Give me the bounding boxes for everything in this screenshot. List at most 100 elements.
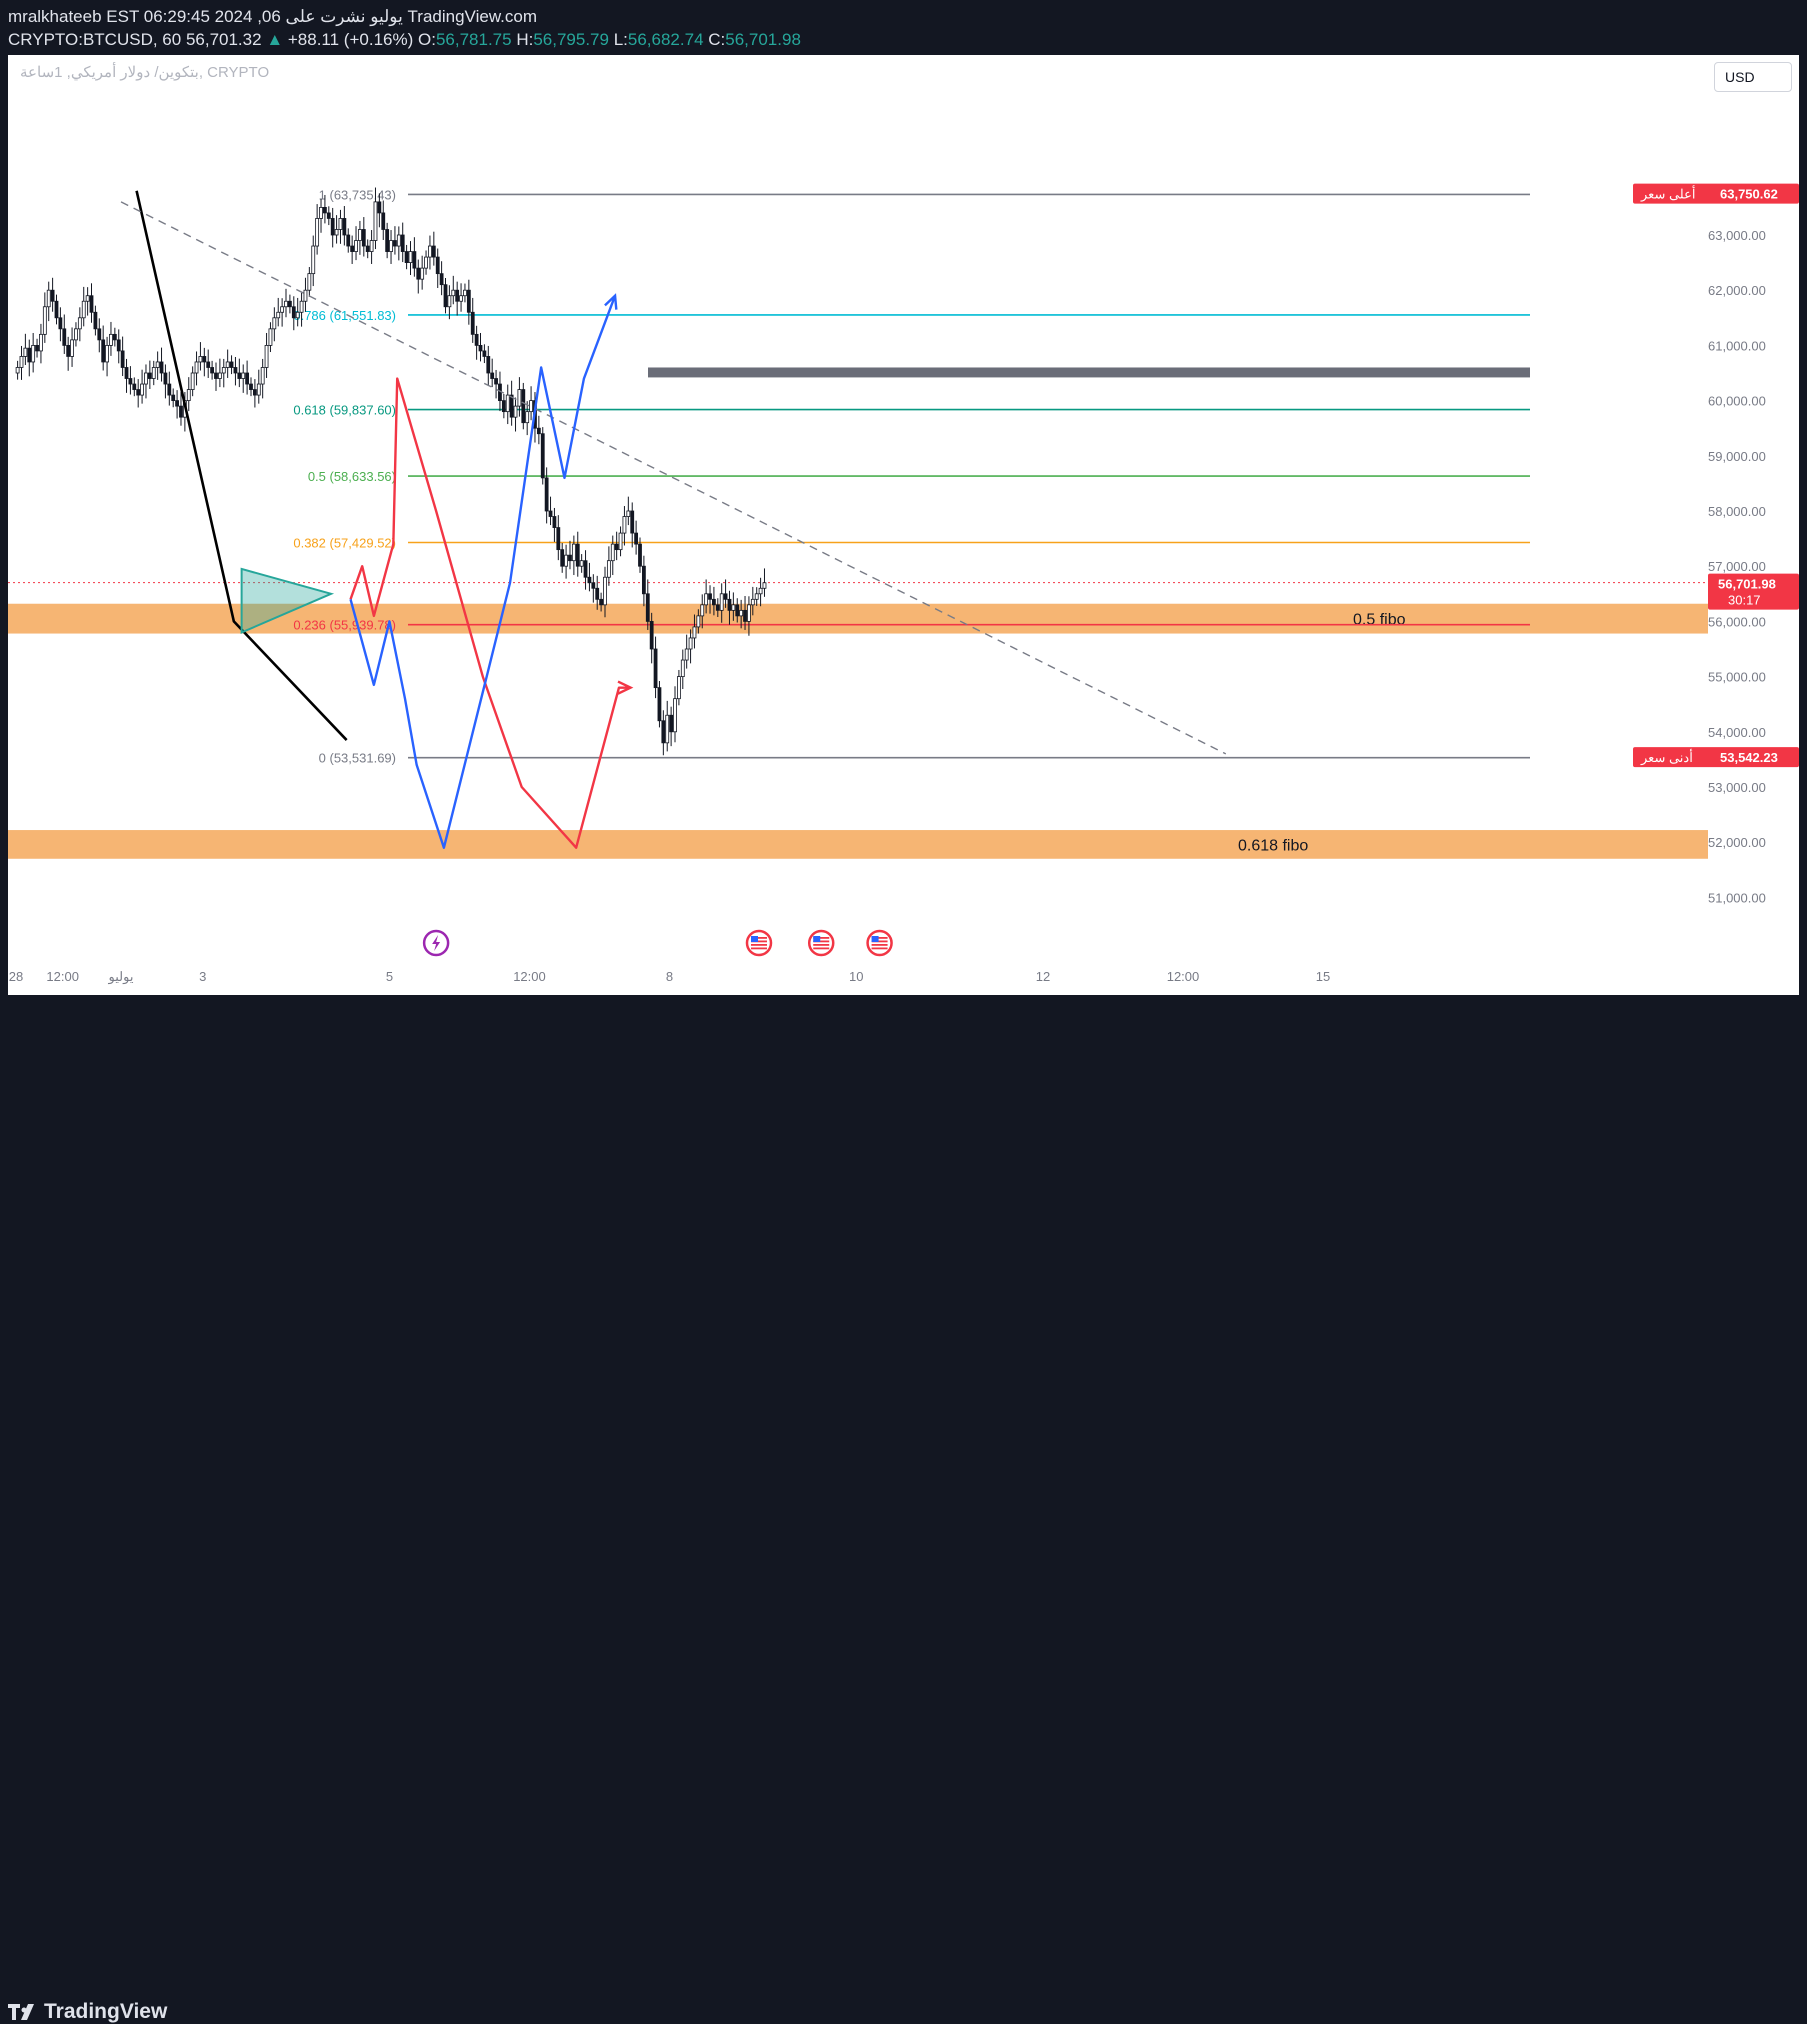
- candle: [750, 586, 755, 616]
- price-axis: 51,000.00 52,000.00 53,000.00 54,000.00 55,0…: [1633, 183, 1799, 905]
- us-flag-icon-stripe: [813, 937, 830, 939]
- candle-body: [373, 201, 378, 241]
- candle: [455, 281, 460, 316]
- candle: [603, 566, 607, 618]
- candle: [424, 250, 428, 275]
- candle: [272, 307, 277, 342]
- candle-body: [221, 367, 226, 374]
- candle: [19, 345, 24, 380]
- candle: [556, 515, 561, 561]
- candle: [151, 360, 156, 386]
- candle-body: [112, 333, 117, 341]
- chart-area[interactable]: بتكوين/ دولار أمريكي, 1ساعة, CRYPTO 0.5 …: [8, 55, 1799, 995]
- candle: [692, 614, 697, 649]
- bullish-path: [349, 295, 617, 849]
- candle-body: [447, 295, 452, 308]
- candle-body: [365, 245, 370, 252]
- candle: [408, 241, 413, 276]
- candle-body: [229, 361, 234, 368]
- candle-body: [700, 604, 705, 617]
- candle-body: [712, 598, 716, 606]
- candle: [606, 546, 611, 586]
- candle-body: [260, 367, 265, 385]
- candle-body: [556, 527, 561, 551]
- us-flag-icon[interactable]: [745, 929, 773, 957]
- price-chart[interactable]: بتكوين/ دولار أمريكي, 1ساعة, CRYPTO 0.5 …: [8, 55, 1799, 995]
- candle: [700, 594, 705, 629]
- candle-body: [163, 372, 168, 385]
- candle-body: [284, 300, 288, 308]
- candle: [124, 358, 129, 393]
- currency-button[interactable]: USD: [1714, 62, 1792, 92]
- candle: [571, 535, 576, 576]
- candle-body: [564, 554, 568, 567]
- candle-body: [249, 383, 253, 390]
- candle-body: [136, 389, 141, 396]
- candle: [552, 507, 557, 542]
- candle: [54, 294, 59, 325]
- candle: [346, 228, 351, 253]
- tradingview-logo[interactable]: TradingView: [8, 2000, 167, 2024]
- candle-body: [494, 378, 498, 385]
- us-flag-icon-ring: [807, 929, 835, 957]
- us-flag-icon-stripe: [871, 947, 888, 950]
- candle-body: [583, 560, 588, 578]
- candle-body: [120, 350, 125, 368]
- fibonacci-layer: 1 (63,735.43) 0.786 (61,551.83) 0.618 (59,…: [8, 187, 1708, 766]
- last-price-countdown: 30:17: [1728, 593, 1761, 608]
- price-tick-label: 56,000.00: [1708, 614, 1766, 629]
- candle: [287, 294, 292, 314]
- candle-body: [416, 267, 421, 280]
- fib-zone: [8, 603, 1708, 634]
- candle-body: [466, 289, 471, 313]
- us-flag-icon[interactable]: [866, 929, 893, 957]
- close-value: 56,701.98: [725, 30, 801, 49]
- candle: [525, 401, 530, 436]
- candle: [116, 329, 121, 364]
- candle-body: [719, 593, 724, 611]
- candle-body: [606, 560, 611, 578]
- candle-body: [350, 245, 355, 252]
- candle-body: [463, 289, 467, 297]
- candle: [62, 314, 67, 354]
- candle-body: [369, 240, 374, 252]
- us-flag-icon-canton: [813, 936, 821, 942]
- candle-body: [323, 206, 327, 214]
- high-value: 56,795.79: [533, 30, 609, 49]
- lightning-icon[interactable]: [422, 929, 450, 957]
- candle-body: [155, 361, 160, 368]
- candle-body: [144, 372, 148, 385]
- candle-body: [381, 212, 386, 230]
- candle: [451, 275, 456, 305]
- candle: [622, 506, 627, 546]
- candle: [315, 204, 320, 255]
- candle-body: [303, 289, 308, 302]
- candle-body: [346, 234, 351, 247]
- candle: [42, 292, 47, 343]
- candle-body: [684, 648, 689, 661]
- candle-body: [116, 339, 121, 352]
- candle: [645, 579, 650, 630]
- candle: [171, 388, 176, 408]
- candle-body: [342, 218, 347, 236]
- us-flag-icon[interactable]: [807, 929, 835, 957]
- candle-body: [225, 361, 230, 368]
- candle-body: [715, 604, 720, 611]
- zones-layer: 0.5 fibo 0.618 fibo: [8, 367, 1708, 859]
- candle: [50, 277, 55, 312]
- candle-body: [287, 300, 292, 308]
- candle: [307, 267, 312, 297]
- candle: [276, 297, 281, 327]
- candle: [431, 231, 436, 266]
- candle: [186, 377, 191, 412]
- symbol-label[interactable]: CRYPTO:BTCUSD, 60: [8, 30, 182, 49]
- candle: [568, 540, 572, 570]
- candle-body: [400, 234, 405, 252]
- candle: [330, 207, 335, 248]
- us-flag-icon-stripe: [871, 940, 888, 943]
- candle: [144, 364, 148, 399]
- fib-zone: [8, 830, 1708, 859]
- candle-body: [132, 383, 137, 390]
- candle-body: [237, 372, 242, 379]
- price-tick-label: 63,000.00: [1708, 228, 1766, 243]
